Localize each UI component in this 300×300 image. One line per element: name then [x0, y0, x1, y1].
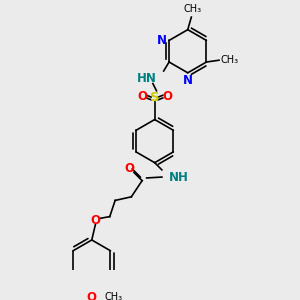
Text: O: O — [162, 90, 172, 103]
Text: S: S — [150, 92, 160, 104]
Text: CH₃: CH₃ — [104, 292, 122, 300]
Text: N: N — [157, 34, 167, 47]
Text: HN: HN — [136, 72, 157, 85]
Text: O: O — [137, 90, 147, 103]
Text: N: N — [183, 74, 193, 87]
Text: O: O — [90, 214, 100, 227]
Text: O: O — [124, 162, 134, 175]
Text: CH₃: CH₃ — [183, 4, 201, 14]
Text: CH₃: CH₃ — [221, 55, 239, 65]
Text: O: O — [87, 291, 97, 300]
Text: NH: NH — [169, 171, 189, 184]
